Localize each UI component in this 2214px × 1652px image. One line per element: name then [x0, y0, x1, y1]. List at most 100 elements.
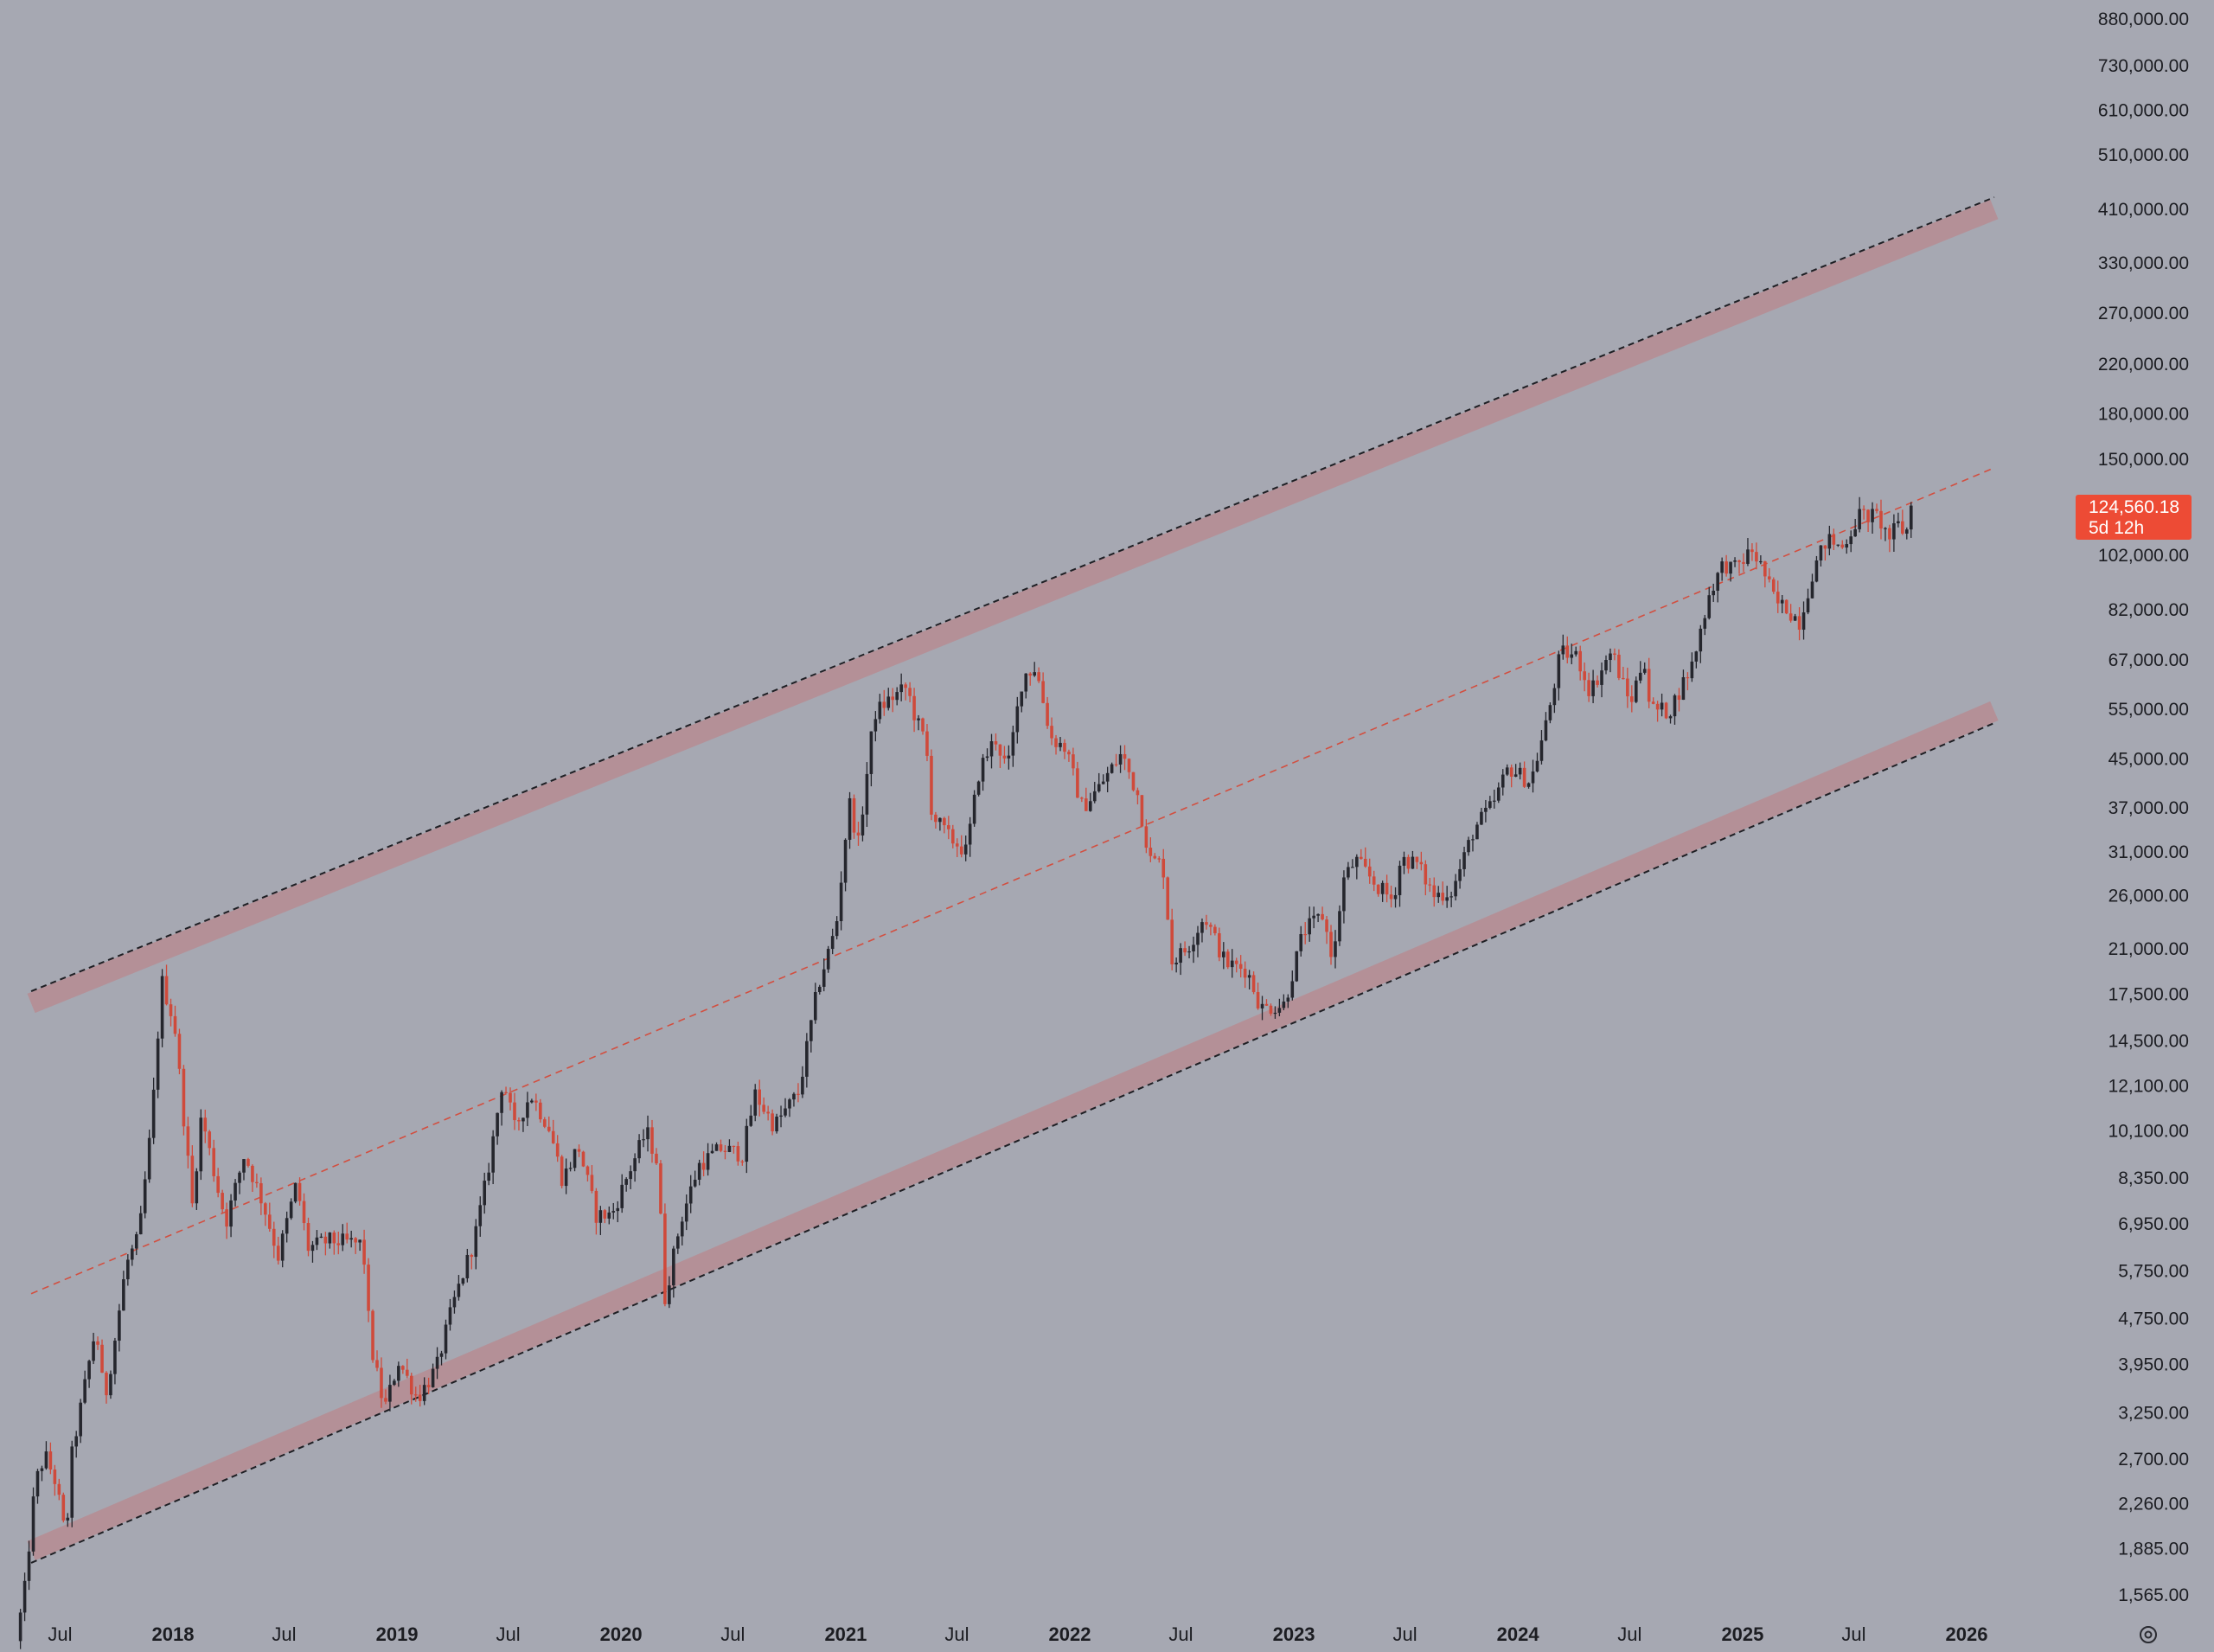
- candle: [1033, 662, 1036, 677]
- candle: [22, 1572, 27, 1622]
- candle: [551, 1119, 555, 1144]
- candle: [1673, 694, 1677, 725]
- time-tick-label: Jul: [1392, 1623, 1417, 1645]
- candle: [302, 1193, 306, 1231]
- candle: [672, 1245, 675, 1298]
- candle: [1755, 542, 1758, 570]
- time-axis[interactable]: Jul 2018 Jul 2019 Jul 2020 Jul 2021 Jul 2022 Jul 20…: [48, 1623, 1987, 1645]
- candle: [985, 748, 989, 762]
- candle: [1170, 908, 1174, 970]
- price-tick-label: 3,950.00: [2118, 1355, 2189, 1375]
- candle: [719, 1139, 723, 1153]
- candle: [1897, 512, 1900, 528]
- last-price-badge: 124,560.18 5d 12h: [2076, 495, 2192, 540]
- candle: [1234, 957, 1238, 973]
- candle: [1088, 792, 1092, 812]
- candle: [212, 1139, 216, 1182]
- price-tick-label: 3,250.00: [2118, 1404, 2189, 1424]
- candle: [289, 1198, 293, 1220]
- time-tick-label: 2019: [376, 1623, 419, 1645]
- candle: [169, 998, 173, 1027]
- candle: [740, 1159, 745, 1166]
- candle: [118, 1303, 121, 1352]
- candle: [749, 1105, 753, 1127]
- candle: [753, 1084, 758, 1122]
- candle: [255, 1173, 259, 1188]
- candle: [1183, 941, 1187, 957]
- candle: [1651, 697, 1655, 705]
- candle: [1209, 922, 1213, 936]
- candle: [332, 1230, 336, 1255]
- candle: [1634, 676, 1638, 704]
- candle: [1299, 925, 1303, 957]
- price-tick-label: 10,100.00: [2108, 1121, 2189, 1141]
- candle: [1063, 739, 1066, 759]
- candle: [1587, 672, 1590, 702]
- candle: [1419, 851, 1424, 871]
- candle: [293, 1182, 298, 1204]
- candle: [1273, 1006, 1277, 1019]
- candle: [1445, 886, 1449, 908]
- candle: [1462, 846, 1466, 877]
- candle: [1583, 662, 1586, 692]
- upper-channel-band: [27, 199, 1999, 1014]
- candle: [1101, 774, 1105, 784]
- candle: [1875, 503, 1878, 514]
- candle: [852, 794, 856, 839]
- time-tick-label: Jul: [48, 1623, 72, 1645]
- candle: [225, 1202, 228, 1239]
- candle: [994, 733, 998, 751]
- price-axis[interactable]: 880,000.00 730,000.00 610,000.00 510,000.00…: [2098, 10, 2189, 1605]
- candle: [513, 1092, 516, 1130]
- candle: [1085, 787, 1088, 811]
- candle: [1879, 499, 1883, 540]
- candle: [1690, 652, 1694, 682]
- candle: [1493, 789, 1496, 809]
- channel-layer: [27, 196, 1999, 1564]
- candle: [830, 928, 835, 955]
- candle: [1020, 691, 1024, 713]
- candle: [1849, 530, 1853, 553]
- candle: [758, 1079, 762, 1117]
- candle: [1596, 675, 1599, 688]
- candle: [496, 1112, 499, 1145]
- candle: [1247, 970, 1251, 990]
- candle: [66, 1513, 70, 1527]
- candle: [1097, 772, 1101, 793]
- candle: [405, 1358, 409, 1379]
- candle: [18, 1609, 22, 1649]
- candle: [1638, 661, 1642, 684]
- candle: [1458, 859, 1462, 889]
- candle: [1513, 764, 1518, 778]
- candle: [843, 838, 848, 892]
- candle: [904, 682, 907, 701]
- candle: [590, 1165, 594, 1194]
- candle: [878, 694, 882, 724]
- candle: [298, 1177, 302, 1206]
- candle: [1295, 951, 1299, 983]
- candle: [1136, 787, 1140, 804]
- settings-icon[interactable]: [2140, 1626, 2157, 1643]
- candle: [401, 1365, 405, 1374]
- candle: [1561, 634, 1565, 660]
- candle: [788, 1098, 791, 1117]
- candle: [607, 1206, 611, 1225]
- candle: [1840, 540, 1845, 549]
- candle: [79, 1399, 82, 1444]
- candle: [478, 1196, 483, 1237]
- price-tick-label: 14,500.00: [2108, 1031, 2189, 1051]
- time-tick-label: 2021: [824, 1623, 867, 1645]
- candle: [1041, 672, 1045, 704]
- candle: [943, 816, 946, 834]
- candle: [1845, 539, 1849, 554]
- time-tick-label: 2020: [600, 1623, 643, 1645]
- candle: [1402, 851, 1406, 874]
- candle: [835, 916, 839, 940]
- candle: [1471, 835, 1475, 852]
- candle: [1290, 970, 1295, 1001]
- price-tick-label: 330,000.00: [2098, 253, 2189, 273]
- candle: [895, 687, 899, 706]
- price-tick-label: 1,565.00: [2118, 1585, 2189, 1605]
- candle: [349, 1230, 353, 1248]
